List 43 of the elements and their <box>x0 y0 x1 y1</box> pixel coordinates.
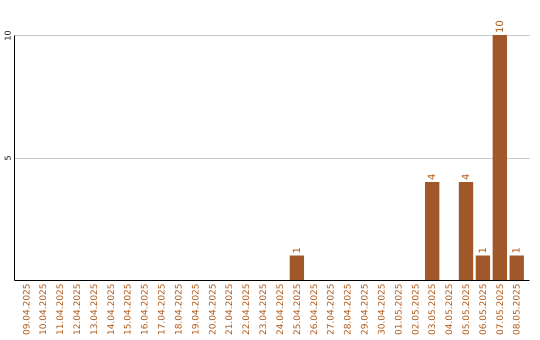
x-tick-label: 05.05.2025 <box>462 284 472 336</box>
x-tick-label: 17.04.2025 <box>158 284 168 336</box>
x-tick-label: 23.04.2025 <box>259 284 270 336</box>
x-tick-label: 09.04.2025 <box>22 284 32 336</box>
x-tick-label: 25.04.2025 <box>292 284 303 336</box>
bar <box>424 182 440 280</box>
bar <box>510 256 524 280</box>
x-tick-label: 20.04.2025 <box>208 284 218 336</box>
x-tick-label: 11.04.2025 <box>56 284 66 336</box>
data-label: 4 <box>461 174 472 180</box>
x-tick-label: 18.04.2025 <box>174 284 184 336</box>
x-tick-label: 01.05.2025 <box>394 284 404 336</box>
x-tick-label: 04.05.2025 <box>445 284 456 336</box>
x-tick-label: 24.04.2025 <box>276 284 286 336</box>
bar <box>476 256 490 280</box>
data-label: 1 <box>512 247 523 254</box>
x-tick-label: 06.05.2025 <box>478 284 489 336</box>
data-label: 4 <box>427 174 438 180</box>
bar <box>290 256 304 280</box>
x-tick-label: 12.04.2025 <box>73 284 83 336</box>
x-tick-label: 22.04.2025 <box>242 284 252 336</box>
x-tick-label: 10.04.2025 <box>39 284 50 336</box>
x-tick-label: 07.05.2025 <box>496 284 506 336</box>
x-tick-label: 19.04.2025 <box>191 284 202 336</box>
bar <box>492 35 508 280</box>
x-tick-label: 26.04.2025 <box>310 284 320 336</box>
x-tick-label: 02.05.2025 <box>411 284 422 336</box>
x-tick-label: 28.04.2025 <box>344 284 354 336</box>
x-tick-label: 29.04.2025 <box>360 284 371 336</box>
x-tick-label: 30.04.2025 <box>377 284 388 336</box>
x-tick-label: 08.05.2025 <box>512 284 523 336</box>
x-tick-label: 21.04.2025 <box>225 284 236 336</box>
bar <box>458 182 474 280</box>
x-tick-label: 14.04.2025 <box>106 284 117 336</box>
data-label: 1 <box>478 247 489 254</box>
data-label: 10 <box>494 20 506 33</box>
x-tick-label: 13.04.2025 <box>90 284 100 336</box>
x-tick-label: 15.04.2025 <box>124 284 134 336</box>
x-tick-label: 03.05.2025 <box>428 284 438 336</box>
x-tick-label: 16.04.2025 <box>140 284 151 336</box>
y-tick-label: 5 <box>4 155 12 161</box>
data-label: 1 <box>292 247 303 254</box>
x-tick-label: 27.04.2025 <box>326 284 337 336</box>
